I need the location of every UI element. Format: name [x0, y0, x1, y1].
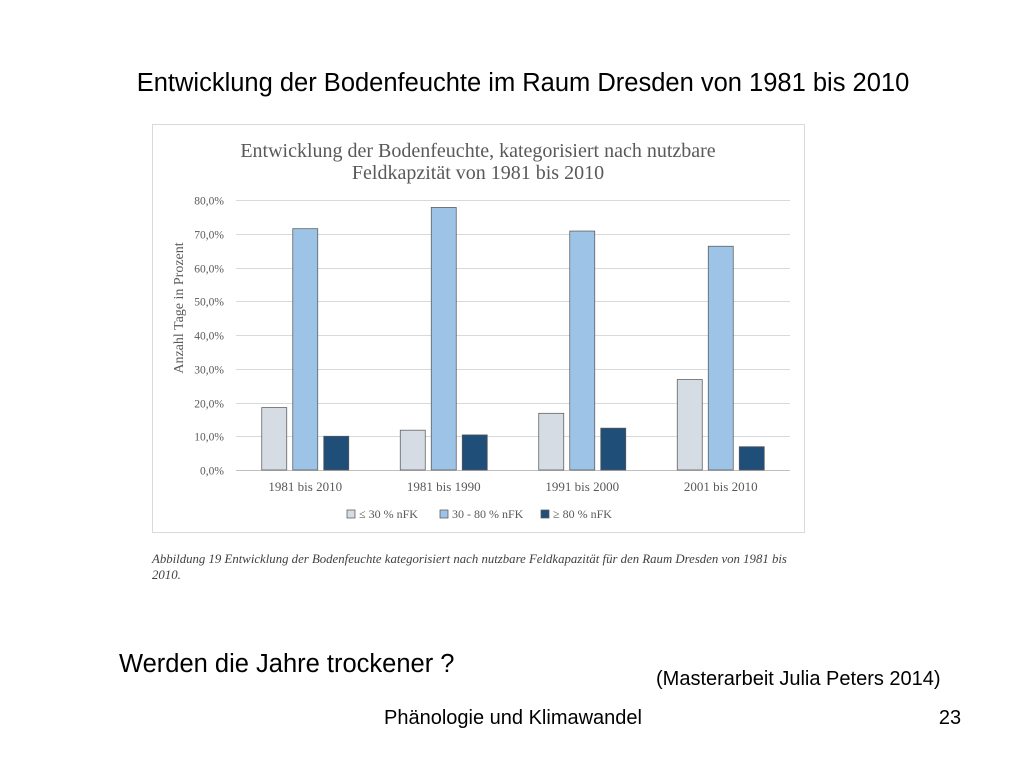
bar-series-1-category-4	[676, 379, 703, 471]
footer-text: Phänologie und Klimawandel	[384, 707, 642, 729]
chart-frame	[152, 124, 805, 533]
x-tick-label: 1981 bis 2010	[268, 479, 342, 494]
legend-swatch	[439, 509, 449, 519]
bar-series-2-category-2	[430, 207, 457, 471]
y-tick-label: 10,0%	[194, 432, 224, 444]
y-tick-label: 30,0%	[194, 365, 224, 377]
y-tick-label: 70,0%	[194, 230, 224, 242]
slide-title: Entwicklung der Bodenfeuchte im Raum Dre…	[136, 69, 910, 97]
legend-swatch	[346, 509, 356, 519]
x-tick-label: 1991 bis 2000	[545, 479, 619, 494]
legend-swatch	[540, 509, 550, 519]
figure-caption-line-1: Abbildung 19 Entwicklung der Bodenfeucht…	[152, 552, 787, 566]
y-tick-label: 0,0%	[200, 466, 224, 478]
chart-title-line-2: Feldkapzität von 1981 bis 2010	[352, 162, 604, 184]
legend-label: 30 - 80 % nFK	[452, 507, 524, 521]
question-text: Werden die Jahre trockener ?	[119, 650, 455, 678]
bar-series-3-category-2	[461, 434, 488, 471]
figure-caption-line-2: 2010.	[152, 568, 181, 582]
y-tick-label: 60,0%	[194, 264, 224, 276]
bar-series-2-category-4	[707, 245, 734, 471]
x-tick-label: 1981 bis 1990	[407, 479, 481, 494]
legend-label: ≤ 30 % nFK	[359, 507, 418, 521]
bar-series-1-category-2	[399, 429, 426, 471]
bar-chart: Entwicklung der Bodenfeuchte, kategorisi…	[152, 124, 805, 533]
legend-label: ≥ 80 % nFK	[553, 507, 612, 521]
y-axis-label: Anzahl Tage in Prozent	[172, 242, 187, 373]
y-tick-label: 40,0%	[194, 331, 224, 343]
page-number: 23	[938, 707, 962, 729]
bar-series-1-category-3	[538, 412, 565, 471]
x-tick-label: 2001 bis 2010	[684, 479, 758, 494]
chart-title-line-1: Entwicklung der Bodenfeuchte, kategorisi…	[240, 140, 715, 162]
y-tick-label: 80,0%	[194, 196, 224, 208]
y-tick-label: 50,0%	[194, 297, 224, 309]
bar-series-2-category-1	[292, 228, 319, 471]
y-tick-label: 20,0%	[194, 399, 224, 411]
bar-series-2-category-3	[569, 230, 596, 471]
bar-series-3-category-3	[600, 427, 627, 471]
bar-series-3-category-1	[323, 435, 350, 471]
bar-series-3-category-4	[738, 446, 765, 471]
source-citation: (Masterarbeit Julia Peters 2014)	[656, 668, 941, 690]
bar-series-1-category-1	[261, 407, 288, 471]
